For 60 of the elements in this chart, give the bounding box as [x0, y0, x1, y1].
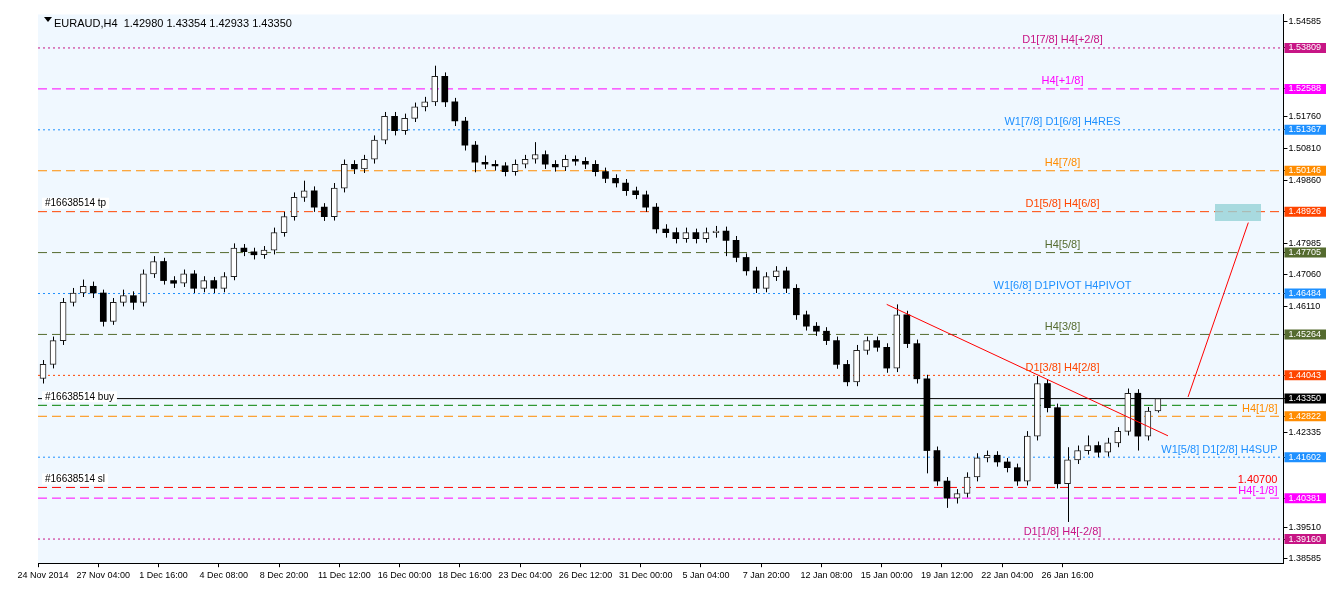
x-tick-label: 18 Dec 16:00 [438, 570, 492, 581]
ref-line-label: H4[5/8] [1044, 238, 1081, 251]
y-tick-label: 1.48926 [1288, 206, 1322, 217]
y-tick-label: 1.42822 [1288, 410, 1322, 421]
x-tick-label: 12 Jan 08:00 [800, 570, 853, 581]
x-tick-label: 11 Dec 12:00 [317, 570, 371, 581]
y-tick-label: 1.42335 [1288, 427, 1322, 438]
y-tick-label: 1.49860 [1288, 174, 1322, 185]
y-tick-label: 1.53809 [1288, 42, 1322, 53]
ref-line-label: W1[6/8] D1PIVOT H4PIVOT [993, 279, 1132, 292]
y-tick-label: 1.47705 [1288, 247, 1322, 258]
x-tick-label: 24 Nov 2014 [17, 570, 69, 581]
x-tick-label: 5 Jan 04:00 [682, 570, 730, 581]
ref-line-label: D1[3/8] H4[2/8] [1025, 360, 1100, 373]
x-tick-label: 22 Jan 04:00 [981, 570, 1034, 581]
x-tick-label: 31 Dec 00:00 [618, 570, 673, 581]
y-tick-label: 1.51760 [1288, 111, 1322, 122]
y-tick-label: 1.54585 [1288, 16, 1322, 27]
ref-line-label: H4[-1/8] [1238, 483, 1278, 496]
y-tick-label: 1.47985 [1288, 237, 1322, 248]
x-tick-label: 15 Jan 00:00 [860, 570, 913, 581]
y-tick-label: 1.46110 [1288, 300, 1321, 311]
y-tick-label: 1.39510 [1288, 521, 1322, 532]
y-tick-label: 1.45264 [1288, 328, 1322, 339]
y-tick-label: 1.47060 [1288, 268, 1322, 279]
y-tick-label: 1.39160 [1288, 533, 1322, 544]
ref-line-label: 1.40700 [1237, 472, 1278, 485]
x-tick-label: 23 Dec 04:00 [498, 570, 552, 581]
ref-line-label: D1[7/8] H4[+2/8] [1022, 33, 1103, 46]
ref-line-label: H4[+1/8] [1041, 74, 1084, 87]
y-tick-label: 1.51367 [1288, 124, 1322, 135]
x-tick-label: 19 Jan 12:00 [920, 570, 974, 581]
ref-line-label: H4[3/8] [1044, 319, 1081, 332]
ref-line-label: H4[7/8] [1044, 156, 1081, 169]
y-tick-label: 1.38585 [1288, 552, 1322, 563]
chart-title: EURAUD,H4 1.42980 1.43354 1.42933 1.43350 [54, 16, 292, 29]
annotation: #16638514 tp [45, 197, 107, 209]
x-tick-label: 26 Jan 16:00 [1041, 570, 1094, 581]
x-tick-label: 1 Dec 16:00 [139, 570, 188, 581]
x-tick-label: 8 Dec 20:00 [259, 570, 309, 581]
x-tick-label: 27 Nov 04:00 [76, 570, 131, 581]
ref-line-label: W1[5/8] D1[2/8] H4SUP [1161, 442, 1278, 455]
y-tick-label: 1.41602 [1288, 451, 1322, 462]
ref-line-label: H4[1/8] [1242, 401, 1278, 414]
y-tick-label: 1.44043 [1288, 369, 1322, 380]
y-tick-label: 1.40381 [1288, 492, 1322, 503]
annotation: #16638514 sl [45, 473, 106, 485]
x-tick-label: 7 Jan 20:00 [742, 570, 790, 581]
y-tick-label: 1.50810 [1288, 142, 1322, 153]
x-tick-label: 16 Dec 00:00 [377, 570, 432, 581]
y-tick-label: 1.46484 [1288, 288, 1322, 299]
y-tick-label: 1.52588 [1288, 83, 1322, 94]
ref-line-label: D1[5/8] H4[6/8] [1025, 197, 1100, 210]
ref-line-label: W1[7/8] D1[6/8] H4RES [1004, 115, 1121, 128]
x-tick-label: 4 Dec 08:00 [199, 570, 249, 581]
y-tick-label: 1.43350 [1288, 393, 1322, 404]
x-tick-label: 26 Dec 12:00 [558, 570, 613, 581]
y-tick-label: 1.50146 [1288, 165, 1322, 176]
ref-line-label: D1[1/8] H4[-2/8] [1023, 524, 1102, 537]
annotation: #16638514 buy [45, 391, 114, 403]
